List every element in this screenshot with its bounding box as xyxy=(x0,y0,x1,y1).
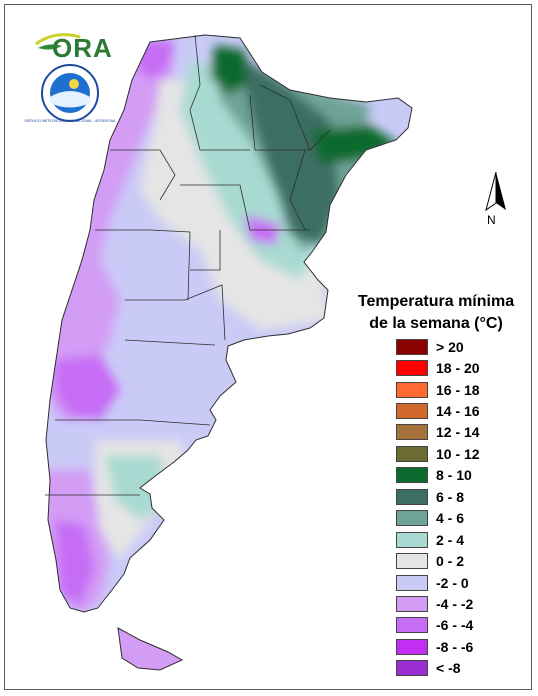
legend-item: > 20 xyxy=(396,336,480,357)
legend-swatch xyxy=(396,638,428,655)
legend-item: < -8 xyxy=(396,658,480,679)
legend-label: -6 - -4 xyxy=(436,617,474,634)
border-northwest xyxy=(110,149,176,201)
legend-item: 18 - 20 xyxy=(396,357,480,378)
legend-swatch xyxy=(396,595,428,612)
legend-item: 2 - 4 xyxy=(396,529,480,550)
north-label: N xyxy=(487,213,496,227)
zone-cold-core xyxy=(55,355,120,420)
legend-swatch xyxy=(396,360,428,377)
legend-item: 14 - 16 xyxy=(396,400,480,421)
legend-label: 6 - 8 xyxy=(436,488,465,505)
legend-label: 2 - 4 xyxy=(436,531,465,548)
border-north-east xyxy=(249,94,331,151)
legend-item: -2 - 0 xyxy=(396,572,480,593)
legend-swatch xyxy=(396,338,428,355)
legend-item: 0 - 2 xyxy=(396,550,480,571)
legend-item: 8 - 10 xyxy=(396,465,480,486)
legend-item: 12 - 14 xyxy=(396,422,480,443)
legend-label: 16 - 18 xyxy=(436,381,480,398)
legend-swatch xyxy=(396,660,428,677)
legend-label: < -8 xyxy=(436,660,461,677)
legend-label: -8 - -6 xyxy=(436,638,474,655)
legend-label: 10 - 12 xyxy=(436,445,480,462)
legend-swatch xyxy=(396,381,428,398)
zone-east-8-10 xyxy=(310,125,400,165)
border-patagonia-north xyxy=(55,419,211,426)
legend-item: 16 - 18 xyxy=(396,379,480,400)
legend-swatch xyxy=(396,531,428,548)
legend-swatch xyxy=(396,617,428,634)
logo-leaf xyxy=(38,44,62,50)
legend-item: 6 - 8 xyxy=(396,486,480,507)
zone-south-cold xyxy=(55,520,95,605)
legend-item: 10 - 12 xyxy=(396,443,480,464)
border-northeast xyxy=(259,84,311,151)
legend-label: 12 - 14 xyxy=(436,424,480,441)
legend-swatch xyxy=(396,424,428,441)
legend-swatch xyxy=(396,445,428,462)
legend-label: 14 - 16 xyxy=(436,403,480,420)
legend-label: 8 - 10 xyxy=(436,467,472,484)
border-pampa xyxy=(124,339,216,346)
legend-item: -4 - -2 xyxy=(396,593,480,614)
legend-label: 0 - 2 xyxy=(436,553,465,570)
border-east xyxy=(289,149,306,231)
legend-label: 4 - 6 xyxy=(436,510,465,527)
logo-swoosh xyxy=(35,33,81,46)
legend-label: -2 - 0 xyxy=(436,574,469,591)
legend-title-line1: Temperatura mínima xyxy=(357,293,515,310)
legend-swatch xyxy=(396,488,428,505)
legend-swatch xyxy=(396,553,428,570)
border-cuyo xyxy=(125,284,226,341)
legend-label: > 20 xyxy=(436,338,464,355)
legend-item: 4 - 6 xyxy=(396,508,480,529)
seal-text: SERVICIO METEOROLÓGICO NACIONAL · ARGENT… xyxy=(24,118,116,123)
legend-swatch xyxy=(396,574,428,591)
border-central xyxy=(190,230,221,271)
legend-swatch xyxy=(396,403,428,420)
legend-title-line2: de la semana (°C) xyxy=(369,315,503,332)
tierra-del-fuego xyxy=(117,627,184,671)
legend-swatch xyxy=(396,510,428,527)
legend-label: 18 - 20 xyxy=(436,360,480,377)
border-central-west xyxy=(95,229,191,301)
zone-north-8-10 xyxy=(210,45,248,95)
logo-text: ORA xyxy=(52,33,113,63)
legend-swatch xyxy=(396,467,428,484)
legend: > 20 18 - 20 16 - 18 14 - 16 12 - 14 10 … xyxy=(396,336,480,679)
ora-logo: ORA xyxy=(35,33,113,63)
zone-central-neutral xyxy=(140,140,330,330)
smn-seal: SERVICIO METEOROLÓGICO NACIONAL · ARGENT… xyxy=(24,64,116,123)
legend-title: Temperatura mínima de la semana (°C) xyxy=(346,291,526,335)
border-central-north xyxy=(180,184,310,231)
border-north xyxy=(189,34,250,151)
country-outline xyxy=(45,34,413,613)
province-borders xyxy=(45,34,331,496)
legend-item: -8 - -6 xyxy=(396,636,480,657)
legend-label: -4 - -2 xyxy=(436,595,474,612)
legend-item: -6 - -4 xyxy=(396,615,480,636)
north-arrow xyxy=(485,171,506,212)
